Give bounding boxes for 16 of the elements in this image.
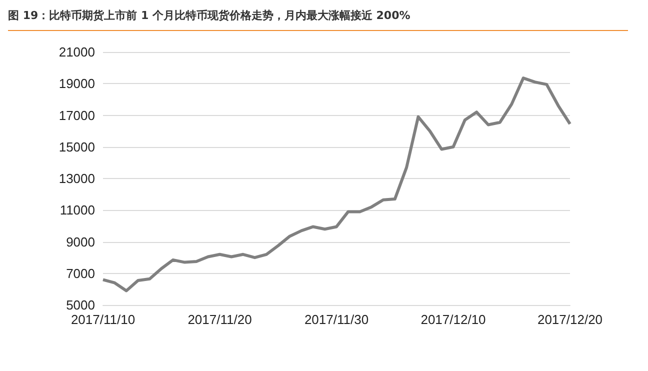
x-tick-label: 2017/11/10 xyxy=(70,312,136,327)
y-tick-label: 7000 xyxy=(66,266,95,281)
y-tick-label: 5000 xyxy=(66,298,95,312)
y-tick-label: 21000 xyxy=(58,44,95,60)
y-tick-label: 15000 xyxy=(58,139,95,154)
chart-title: 图 19：比特币期货上市前 1 个月比特币现货价格走势，月内最大涨幅接近 200% xyxy=(8,8,410,23)
y-tick-label: 11000 xyxy=(60,202,95,218)
x-tick-label: 2017/12/20 xyxy=(537,312,603,327)
line-series xyxy=(102,76,572,292)
y-tick-label: 9000 xyxy=(66,234,95,250)
y-tick-label: 17000 xyxy=(58,108,95,123)
x-tick-label: 2017/11/30 xyxy=(304,312,369,327)
y-tick-label: 13000 xyxy=(58,171,95,186)
x-tick-label: 2017/12/10 xyxy=(420,312,486,327)
x-tick-label: 2017/11/20 xyxy=(188,312,252,327)
y-tick-label: 19000 xyxy=(58,76,95,92)
